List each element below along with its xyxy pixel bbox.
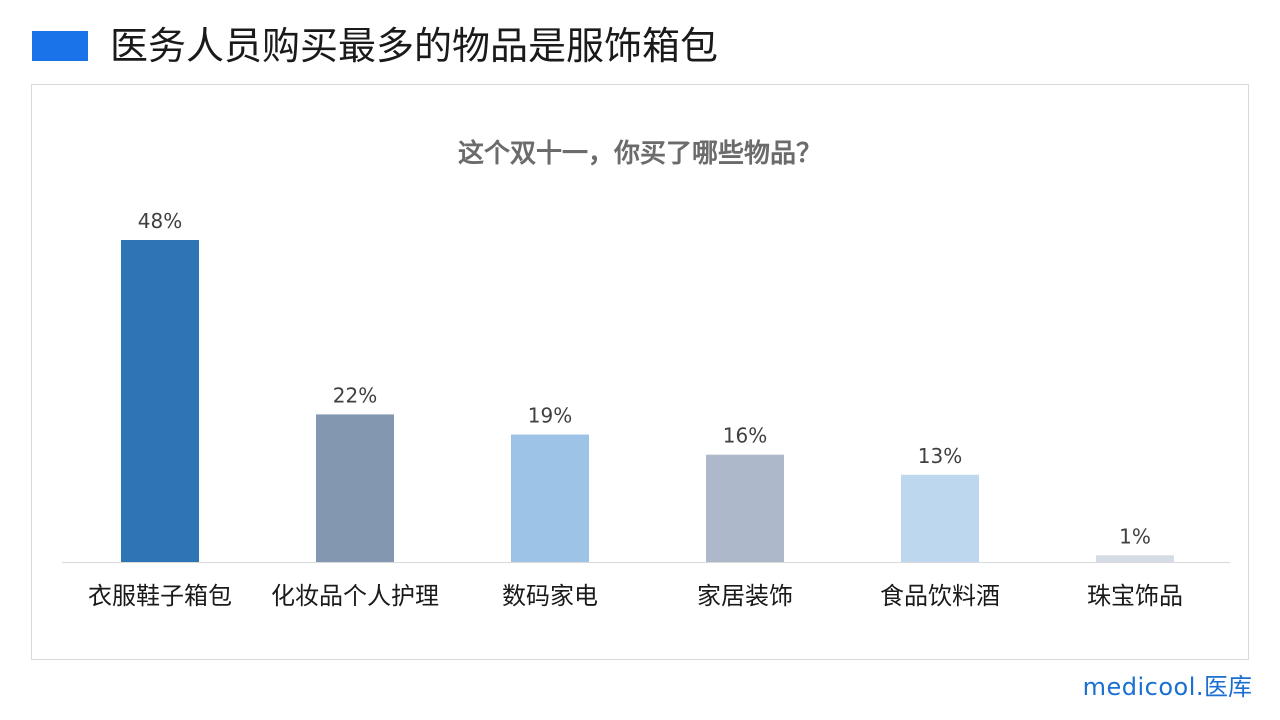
data-label: 1% — [1119, 524, 1151, 548]
chart-panel: 这个双十一，你买了哪些物品？ 48% 衣服鞋子箱包 22% 化妆品个人护理 19% 数码家… — [31, 84, 1249, 660]
bar-chart: 48% 衣服鞋子箱包 22% 化妆品个人护理 19% 数码家电 16% 家居装饰 13% 食品饮料… — [62, 209, 1230, 610]
page-title: 医务人员购买最多的物品是服饰箱包 — [110, 24, 719, 68]
brand-logo-chinese: 医库 — [1204, 673, 1252, 701]
bar — [901, 474, 979, 562]
bar — [511, 434, 589, 562]
category-label: 数码家电 — [502, 582, 598, 610]
category-label: 化妆品个人护理 — [271, 582, 439, 610]
category-label: 家居装饰 — [697, 582, 793, 610]
data-label: 19% — [528, 404, 572, 428]
title-accent-bar — [32, 31, 88, 61]
brand-logo: medicool.医库 — [1083, 672, 1252, 702]
data-label: 16% — [723, 424, 767, 448]
category-label: 食品饮料酒 — [880, 582, 1000, 610]
category-label: 珠宝饰品 — [1087, 582, 1183, 610]
data-label: 13% — [918, 444, 962, 468]
data-label: 48% — [138, 209, 182, 233]
bar — [316, 414, 394, 562]
brand-logo-latin: medicool. — [1082, 673, 1204, 701]
category-label: 衣服鞋子箱包 — [88, 582, 232, 610]
bar — [121, 240, 199, 562]
chart-title: 这个双十一，你买了哪些物品？ — [457, 139, 822, 169]
bar — [706, 454, 784, 562]
bar — [1096, 555, 1174, 562]
data-label: 22% — [333, 383, 377, 407]
